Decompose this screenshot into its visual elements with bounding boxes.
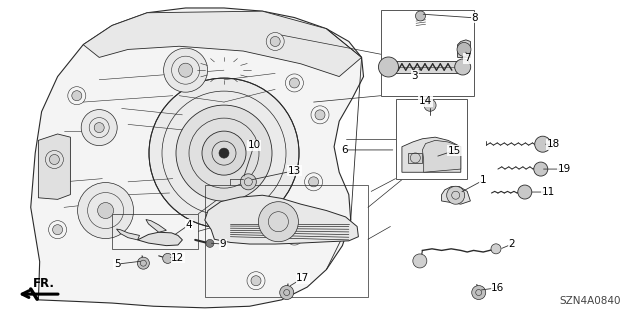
Polygon shape bbox=[402, 137, 461, 172]
Text: 6: 6 bbox=[341, 145, 348, 155]
Circle shape bbox=[491, 244, 501, 254]
Circle shape bbox=[77, 182, 134, 239]
Circle shape bbox=[415, 11, 426, 21]
Circle shape bbox=[280, 286, 294, 300]
Circle shape bbox=[472, 286, 486, 300]
Circle shape bbox=[163, 253, 173, 263]
Polygon shape bbox=[442, 187, 470, 204]
Circle shape bbox=[94, 122, 104, 133]
Polygon shape bbox=[458, 40, 470, 57]
Circle shape bbox=[457, 42, 471, 56]
Text: 17: 17 bbox=[296, 273, 309, 283]
Text: 5: 5 bbox=[114, 259, 120, 269]
Circle shape bbox=[219, 148, 229, 158]
Polygon shape bbox=[83, 11, 362, 77]
Text: 19: 19 bbox=[558, 164, 571, 174]
Circle shape bbox=[176, 105, 272, 201]
Circle shape bbox=[149, 78, 299, 228]
Text: 18: 18 bbox=[547, 139, 560, 149]
Text: 3: 3 bbox=[412, 71, 418, 81]
Circle shape bbox=[52, 225, 63, 235]
Polygon shape bbox=[116, 229, 140, 240]
Polygon shape bbox=[384, 61, 467, 73]
Circle shape bbox=[289, 231, 300, 241]
Circle shape bbox=[202, 131, 246, 175]
Polygon shape bbox=[408, 153, 422, 163]
Circle shape bbox=[534, 162, 548, 176]
Circle shape bbox=[308, 177, 319, 187]
Circle shape bbox=[138, 257, 149, 269]
Polygon shape bbox=[146, 219, 166, 232]
Polygon shape bbox=[38, 134, 70, 199]
Text: 2: 2 bbox=[509, 239, 515, 249]
Circle shape bbox=[413, 254, 427, 268]
Circle shape bbox=[206, 239, 214, 248]
Circle shape bbox=[49, 154, 60, 165]
Circle shape bbox=[259, 202, 298, 242]
Polygon shape bbox=[422, 140, 461, 172]
Circle shape bbox=[270, 36, 280, 47]
Text: FR.: FR. bbox=[33, 277, 54, 290]
Polygon shape bbox=[381, 10, 474, 96]
Text: 4: 4 bbox=[186, 220, 192, 230]
Circle shape bbox=[535, 136, 550, 152]
Circle shape bbox=[241, 174, 256, 190]
Polygon shape bbox=[138, 232, 182, 246]
Polygon shape bbox=[31, 8, 364, 308]
Text: 16: 16 bbox=[492, 283, 504, 293]
Text: 13: 13 bbox=[288, 166, 301, 176]
Polygon shape bbox=[396, 99, 467, 179]
Text: 9: 9 bbox=[220, 239, 226, 249]
Text: SZN4A0840: SZN4A0840 bbox=[559, 296, 621, 306]
Circle shape bbox=[72, 91, 82, 101]
Text: 12: 12 bbox=[172, 253, 184, 263]
Polygon shape bbox=[205, 195, 358, 244]
Circle shape bbox=[179, 63, 193, 77]
Circle shape bbox=[378, 57, 399, 77]
Text: 8: 8 bbox=[472, 13, 478, 23]
Circle shape bbox=[518, 185, 532, 199]
Text: 1: 1 bbox=[480, 175, 486, 185]
Text: 14: 14 bbox=[419, 96, 432, 107]
Circle shape bbox=[81, 110, 117, 145]
Circle shape bbox=[251, 276, 261, 286]
Circle shape bbox=[454, 59, 471, 75]
Text: 15: 15 bbox=[448, 145, 461, 156]
Text: 11: 11 bbox=[542, 187, 555, 197]
Circle shape bbox=[447, 186, 465, 204]
Circle shape bbox=[98, 203, 114, 219]
Circle shape bbox=[289, 78, 300, 88]
Text: 10: 10 bbox=[248, 140, 260, 150]
Circle shape bbox=[315, 110, 325, 120]
Circle shape bbox=[164, 48, 207, 92]
Text: 7: 7 bbox=[464, 53, 470, 63]
Circle shape bbox=[424, 99, 436, 111]
